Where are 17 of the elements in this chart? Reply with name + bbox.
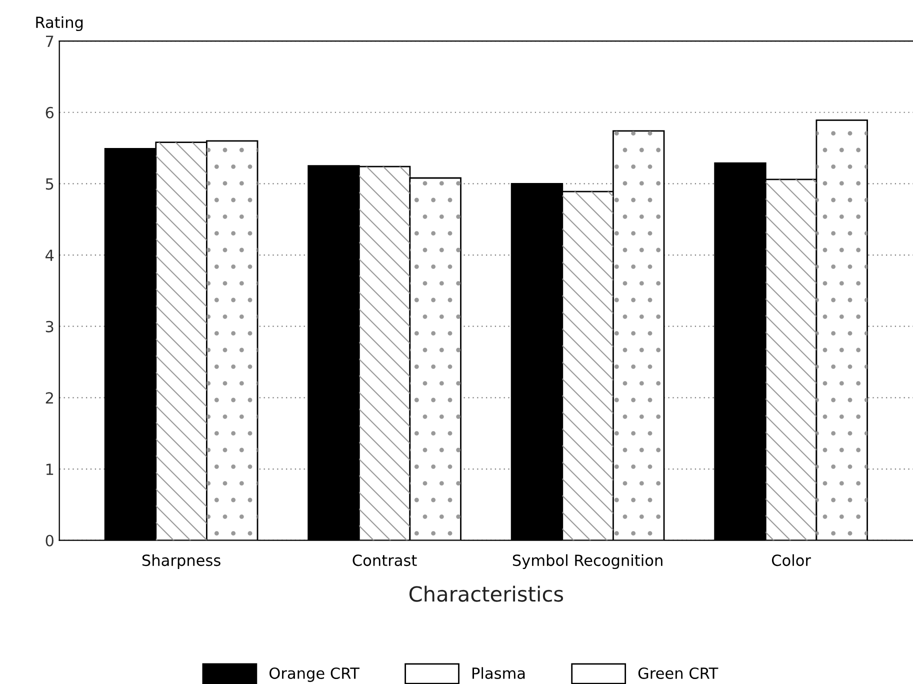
x-tick-label: Contrast [352,554,417,566]
y-tick-label: 2 [46,392,53,404]
y-tick-label: 4 [46,250,54,261]
y-tick-label: 6 [46,106,54,118]
legend-label: Plasma [472,667,525,679]
y-tick-label: 7 [46,36,54,47]
x-tick-label: Sharpness [142,554,220,570]
y-tick-label: 0 [46,534,54,546]
y-tick-label: 1 [46,464,54,475]
x-axis-title: Characteristics [409,586,564,602]
legend-label: Orange CRT [270,667,360,682]
y-axis-title: Rating [36,16,83,32]
x-tick-label: Symbol Recognition [512,554,662,570]
y-tick-label: 5 [46,178,54,190]
y-tick-label: 3 [46,320,54,332]
legend-label: Green CRT [638,667,718,679]
x-tick-label: Color [772,554,811,566]
